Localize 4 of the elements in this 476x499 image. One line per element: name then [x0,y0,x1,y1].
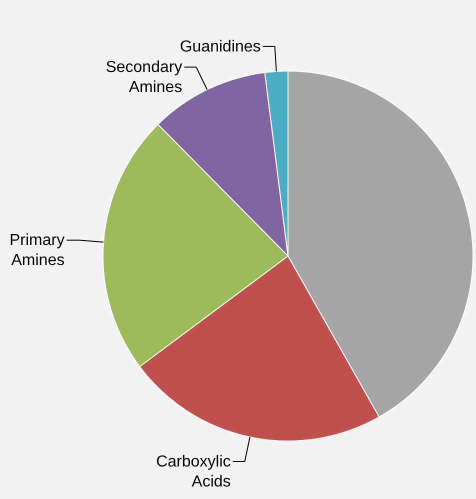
slice-label: Carboxylic Acids [156,454,231,490]
slice-label: Primary Amines [9,232,65,270]
slice-label: Secondary Amines [106,59,182,96]
slice-label: Guanidines [180,38,261,56]
